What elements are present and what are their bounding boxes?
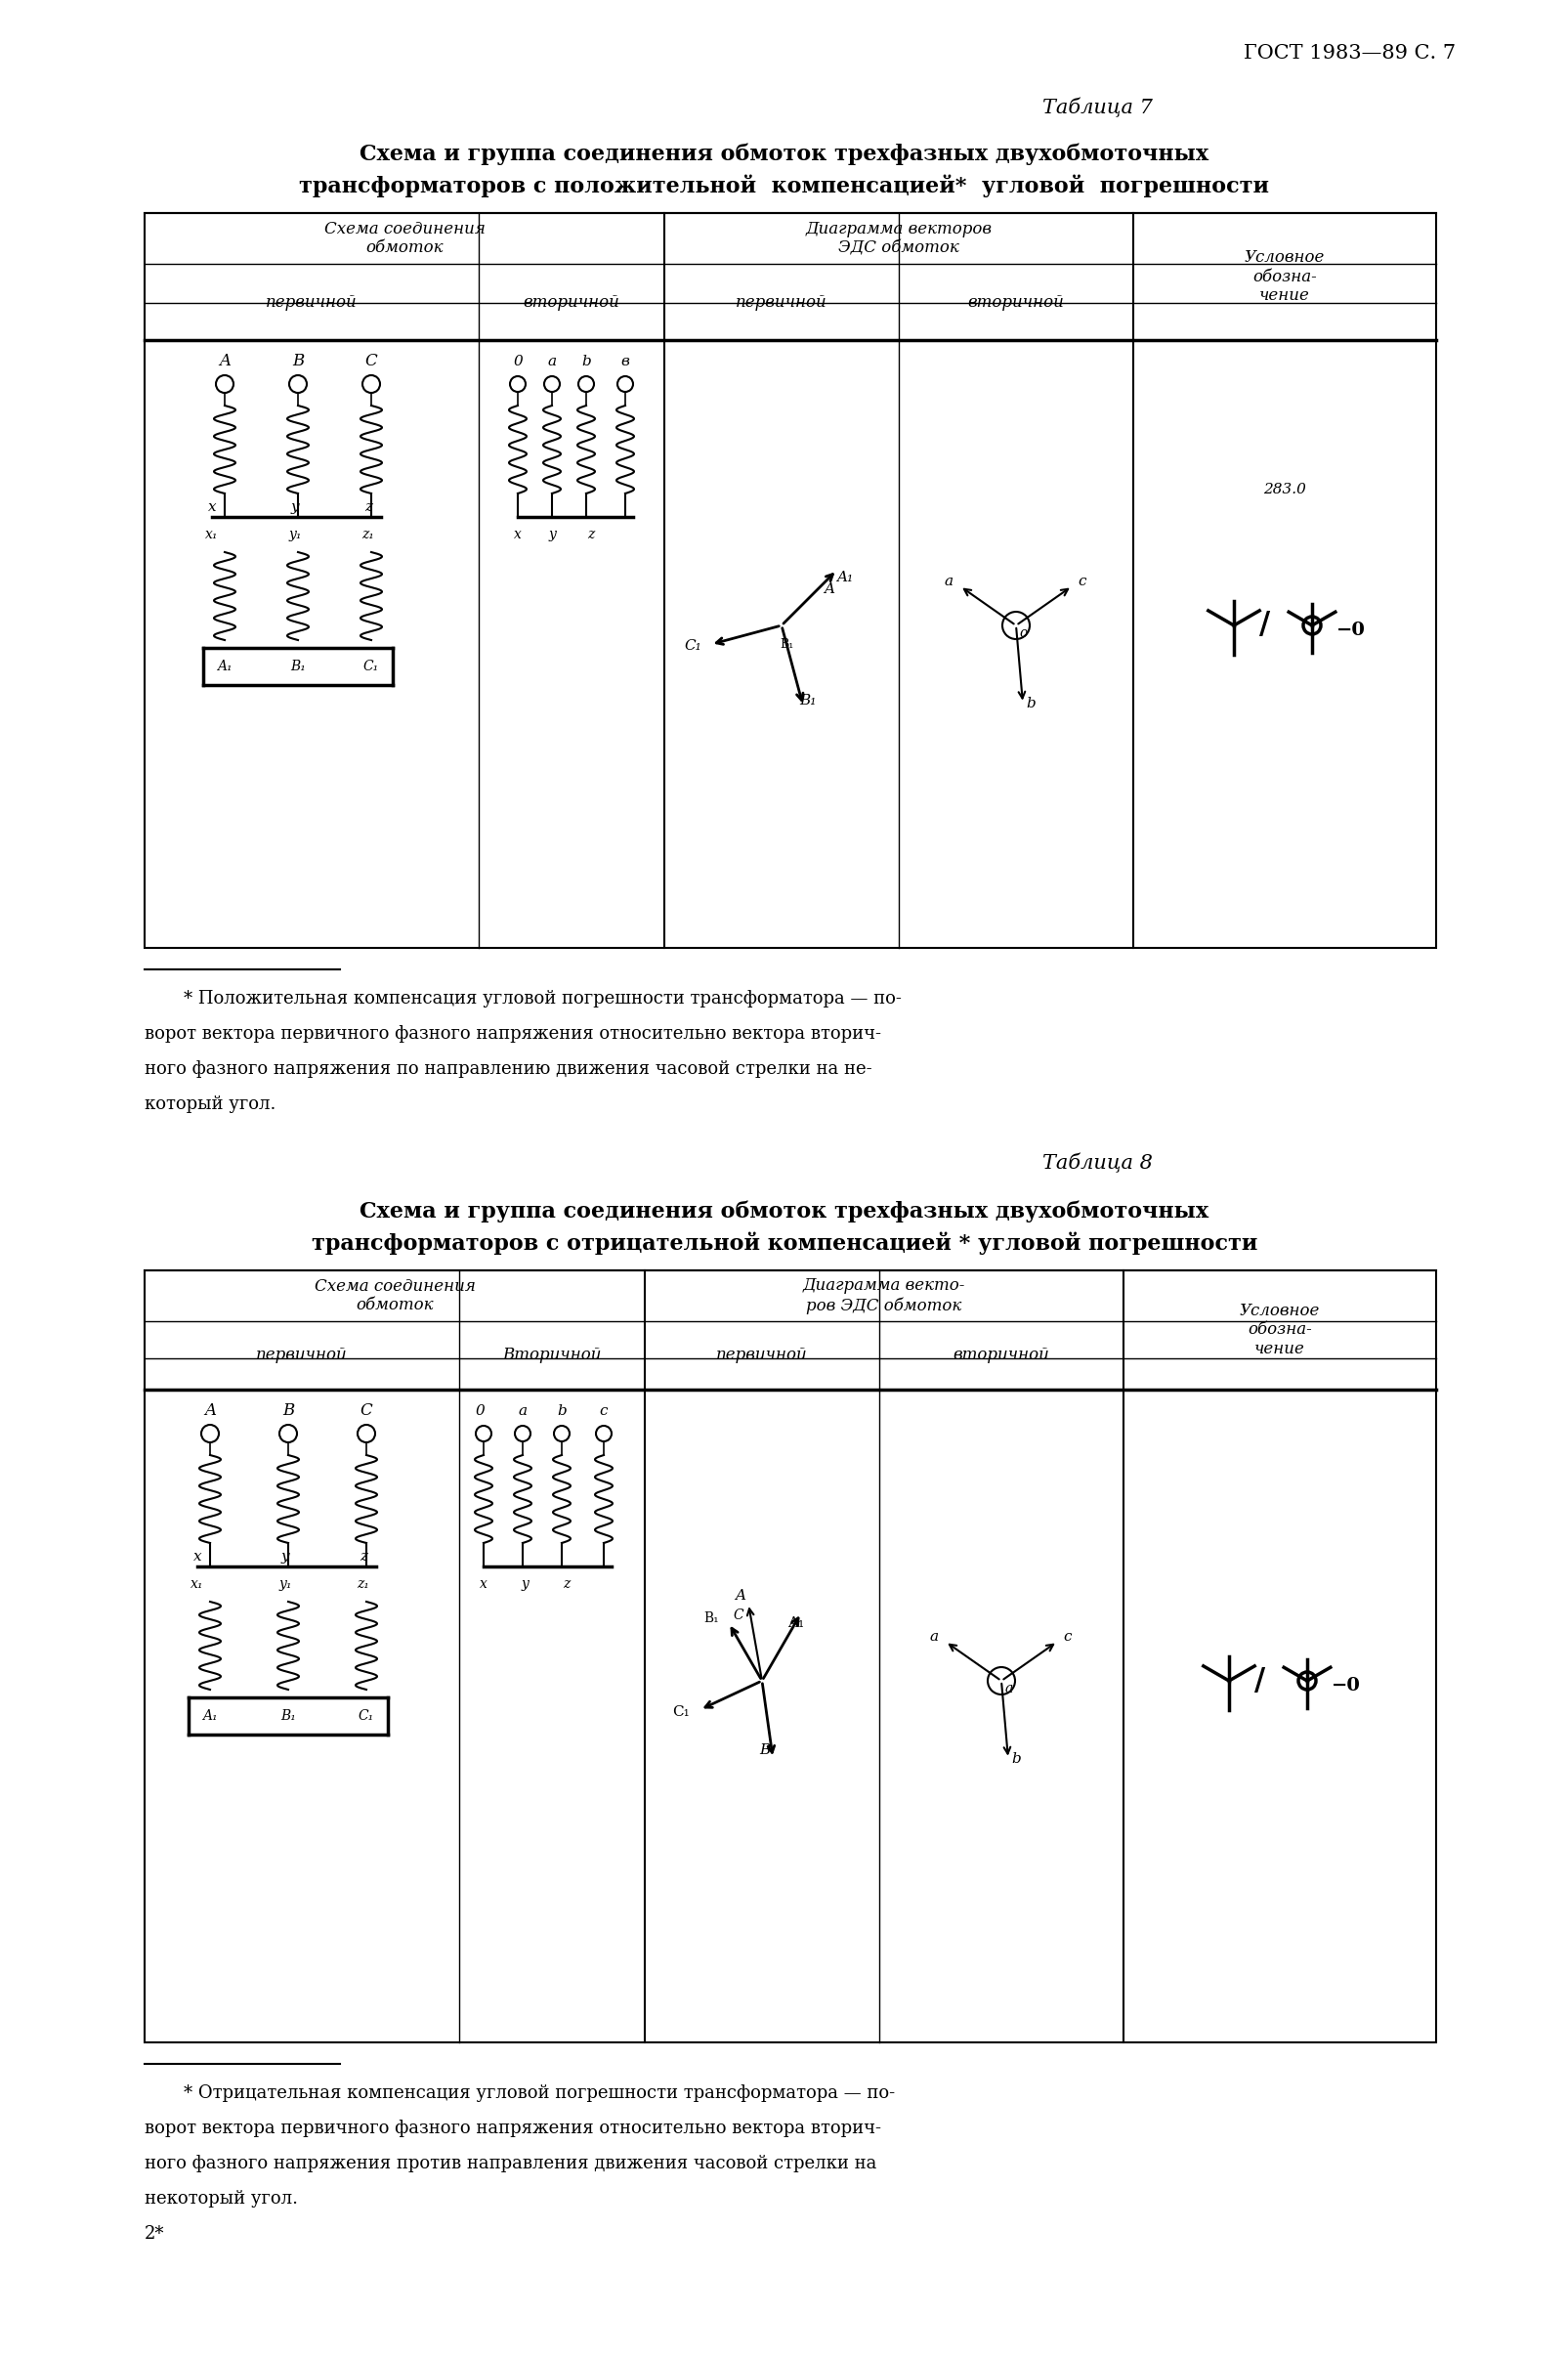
Text: Таблица 8: Таблица 8 xyxy=(1041,1154,1152,1172)
Text: z: z xyxy=(586,528,594,540)
Text: B₁: B₁ xyxy=(800,694,815,708)
Text: x: x xyxy=(480,1578,488,1590)
Text: 2*: 2* xyxy=(144,2225,165,2243)
Text: y: y xyxy=(290,500,299,514)
Text: 0: 0 xyxy=(475,1404,485,1418)
Text: B₁: B₁ xyxy=(779,639,793,651)
Text: b: b xyxy=(1025,696,1035,710)
Text: x: x xyxy=(207,500,216,514)
Text: ГОСТ 1983—89 С. 7: ГОСТ 1983—89 С. 7 xyxy=(1243,45,1455,64)
Text: A₁: A₁ xyxy=(216,661,232,672)
Text: C: C xyxy=(365,354,378,370)
Text: −0: −0 xyxy=(1336,620,1364,639)
Text: o: o xyxy=(1019,627,1027,639)
Text: y: y xyxy=(521,1578,528,1590)
Text: b: b xyxy=(582,354,591,368)
Text: Схема соединения
обмоток: Схема соединения обмоток xyxy=(323,219,485,257)
Text: b: b xyxy=(1011,1753,1021,1765)
Bar xyxy=(144,1272,1435,2043)
Text: в: в xyxy=(621,354,629,368)
Text: z₁: z₁ xyxy=(358,1578,370,1590)
Text: C: C xyxy=(732,1609,743,1623)
Text: a: a xyxy=(547,354,557,368)
Bar xyxy=(144,212,1435,948)
Text: 283.0: 283.0 xyxy=(1262,484,1305,495)
Text: Схема соединения
обмоток: Схема соединения обмоток xyxy=(314,1279,475,1314)
Text: c: c xyxy=(599,1404,607,1418)
Text: A: A xyxy=(218,354,230,370)
Text: C₁: C₁ xyxy=(364,661,379,672)
Text: A₁: A₁ xyxy=(202,1710,218,1722)
Text: x: x xyxy=(193,1550,201,1564)
Text: a: a xyxy=(944,576,952,587)
Text: x: x xyxy=(514,528,521,540)
Text: C: C xyxy=(361,1404,372,1420)
Text: ного фазного напряжения по направлению движения часовой стрелки на не-: ного фазного напряжения по направлению д… xyxy=(144,1059,872,1078)
Text: A: A xyxy=(735,1590,745,1602)
Text: вторичной: вторичной xyxy=(952,1347,1049,1364)
Text: B₁: B₁ xyxy=(702,1611,718,1625)
Text: A₁: A₁ xyxy=(787,1616,804,1630)
Text: первичной: первичной xyxy=(735,293,826,311)
Text: трансформаторов с положительной  компенсацией*  угловой  погрешности: трансформаторов с положительной компенса… xyxy=(299,175,1269,198)
Text: Условное
обозна-
чение: Условное обозна- чение xyxy=(1239,1302,1319,1356)
Text: вторичной: вторичной xyxy=(522,293,619,311)
Text: B₁: B₁ xyxy=(281,1710,296,1722)
Text: Условное
обозна-
чение: Условное обозна- чение xyxy=(1243,250,1323,304)
Text: 0: 0 xyxy=(513,354,522,368)
Text: A: A xyxy=(204,1404,216,1420)
Text: Таблица 7: Таблица 7 xyxy=(1041,97,1152,118)
Text: c: c xyxy=(1063,1630,1071,1644)
Text: c: c xyxy=(1077,576,1085,587)
Text: первичной: первичной xyxy=(715,1347,808,1364)
Text: некоторый угол.: некоторый угол. xyxy=(144,2189,298,2208)
Text: A₁: A₁ xyxy=(836,571,853,585)
Text: A: A xyxy=(823,583,834,597)
Text: B: B xyxy=(759,1743,770,1757)
Text: x₁: x₁ xyxy=(191,1578,204,1590)
Text: Диаграмма векто-
ров ЭДС обмоток: Диаграмма векто- ров ЭДС обмоток xyxy=(803,1279,964,1314)
Text: Схема и группа соединения обмоток трехфазных двухобмоточных: Схема и группа соединения обмоток трехфа… xyxy=(359,1201,1209,1222)
Text: y: y xyxy=(281,1550,290,1564)
Text: C₁: C₁ xyxy=(358,1710,375,1722)
Text: Схема и группа соединения обмоток трехфазных двухобмоточных: Схема и группа соединения обмоток трехфа… xyxy=(359,144,1209,165)
Text: C₁: C₁ xyxy=(671,1706,688,1717)
Text: первичной: первичной xyxy=(265,293,358,311)
Text: y₁: y₁ xyxy=(289,528,301,540)
Text: −0: −0 xyxy=(1331,1677,1359,1694)
Text: трансформаторов с отрицательной компенсацией * угловой погрешности: трансформаторов с отрицательной компенса… xyxy=(312,1231,1256,1255)
Text: y: y xyxy=(547,528,555,540)
Text: * Отрицательная компенсация угловой погрешности трансформатора — по-: * Отрицательная компенсация угловой погр… xyxy=(183,2085,894,2102)
Text: B: B xyxy=(282,1404,295,1420)
Text: * Положительная компенсация угловой погрешности трансформатора — по-: * Положительная компенсация угловой погр… xyxy=(183,991,902,1007)
Text: вторичной: вторичной xyxy=(967,293,1063,311)
Text: который угол.: который угол. xyxy=(144,1095,276,1113)
Text: первичной: первичной xyxy=(256,1347,348,1364)
Text: z₁: z₁ xyxy=(362,528,375,540)
Text: ворот вектора первичного фазного напряжения относительно вектора вторич-: ворот вектора первичного фазного напряже… xyxy=(144,1026,881,1043)
Text: z: z xyxy=(359,1550,367,1564)
Text: a: a xyxy=(928,1630,938,1644)
Text: /: / xyxy=(1259,611,1270,642)
Text: z: z xyxy=(364,500,372,514)
Text: B: B xyxy=(292,354,304,370)
Text: a: a xyxy=(517,1404,527,1418)
Text: Диаграмма векторов
ЭДС обмоток: Диаграмма векторов ЭДС обмоток xyxy=(804,219,991,257)
Text: x₁: x₁ xyxy=(205,528,218,540)
Text: B₁: B₁ xyxy=(290,661,306,672)
Text: ворот вектора первичного фазного напряжения относительно вектора вторич-: ворот вектора первичного фазного напряже… xyxy=(144,2121,881,2137)
Text: a: a xyxy=(1005,1682,1013,1696)
Text: z: z xyxy=(563,1578,569,1590)
Text: b: b xyxy=(557,1404,566,1418)
Text: C₁: C₁ xyxy=(684,639,701,653)
Text: y₁: y₁ xyxy=(279,1578,292,1590)
Text: /: / xyxy=(1254,1665,1265,1696)
Text: Вторичной: Вторичной xyxy=(502,1347,601,1364)
Text: ного фазного напряжения против направления движения часовой стрелки на: ного фазного напряжения против направлен… xyxy=(144,2154,877,2173)
